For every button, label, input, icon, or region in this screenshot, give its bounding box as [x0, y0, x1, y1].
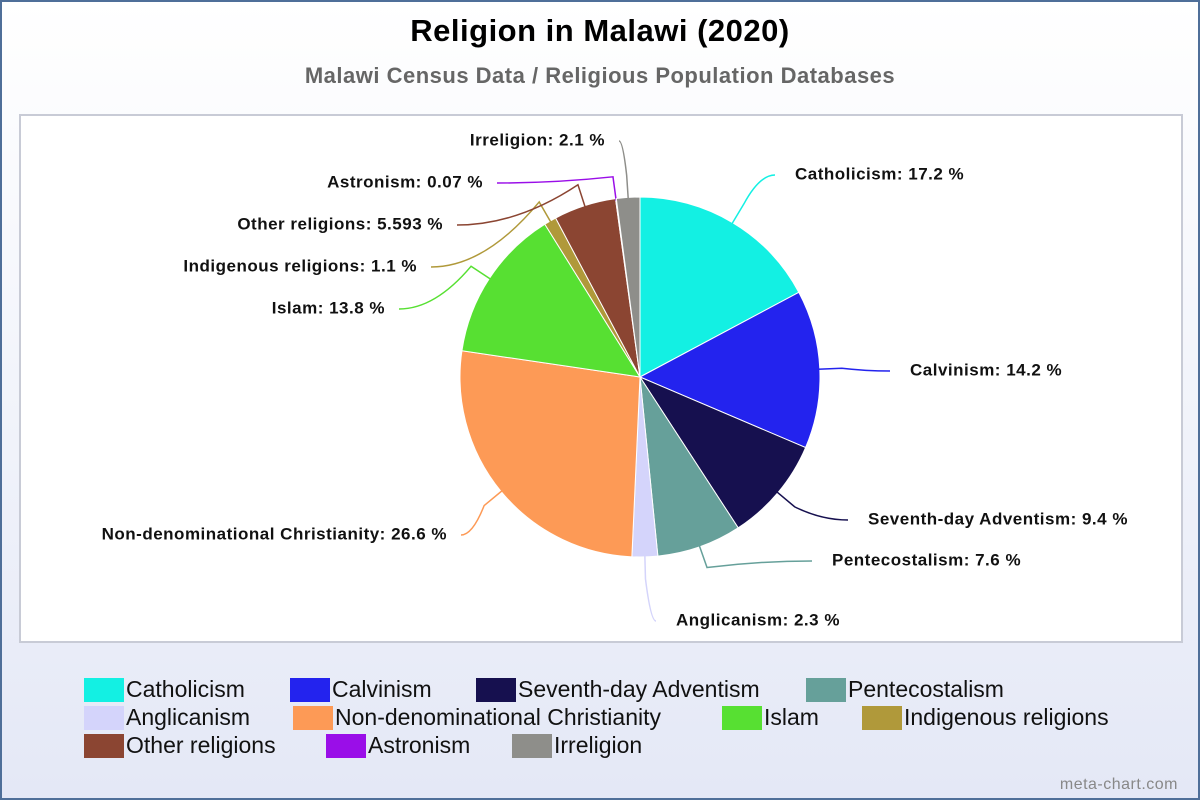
data-label: Indigenous religions: 1.1 % [183, 256, 417, 275]
chart-subtitle: Malawi Census Data / Religious Populatio… [305, 63, 895, 88]
chart-title: Religion in Malawi (2020) [410, 13, 789, 48]
legend-swatch [290, 678, 330, 702]
legend-swatch [84, 678, 124, 702]
leader-line [618, 140, 630, 200]
leader-line [430, 200, 552, 268]
leader-line [644, 554, 657, 622]
legend-swatch [806, 678, 846, 702]
leader-line [817, 367, 891, 372]
legend-label: Calvinism [332, 676, 432, 702]
data-label: Irreligion: 2.1 % [470, 130, 605, 149]
legend-label: Catholicism [126, 676, 245, 702]
legend-swatch [512, 734, 552, 758]
legend-swatch [476, 678, 516, 702]
legend-label: Other religions [126, 732, 276, 758]
legend-label: Astronism [368, 732, 470, 758]
legend-label: Islam [764, 704, 819, 730]
leader-line [496, 175, 617, 201]
leader-line [698, 544, 813, 569]
data-label: Non-denominational Christianity: 26.6 % [102, 524, 447, 543]
legend-swatch [326, 734, 366, 758]
legend-swatch [862, 706, 902, 730]
legend-label: Pentecostalism [848, 676, 1004, 702]
legend-label: Seventh-day Adventism [518, 676, 760, 702]
data-label: Seventh-day Adventism: 9.4 % [868, 509, 1128, 528]
legend-swatch [293, 706, 333, 730]
leader-line [460, 489, 504, 536]
legend-swatch [84, 706, 124, 730]
data-label: Anglicanism: 2.3 % [676, 610, 840, 629]
data-label: Catholicism: 17.2 % [795, 164, 964, 183]
leader-line [398, 265, 492, 310]
data-label: Islam: 13.8 % [272, 298, 385, 317]
legend-label: Irreligion [554, 732, 642, 758]
legend-label: Indigenous religions [904, 704, 1109, 730]
legend-swatch [722, 706, 762, 730]
leader-line [730, 174, 776, 225]
data-label: Calvinism: 14.2 % [910, 360, 1062, 379]
leader-line [775, 490, 849, 521]
data-label: Other religions: 5.593 % [237, 214, 443, 233]
leader-line [456, 183, 587, 226]
watermark: meta-chart.com [1060, 776, 1178, 793]
data-label: Astronism: 0.07 % [327, 172, 483, 191]
data-label: Pentecostalism: 7.6 % [832, 550, 1021, 569]
legend-label: Non-denominational Christianity [335, 704, 661, 730]
legend-swatch [84, 734, 124, 758]
legend-label: Anglicanism [126, 704, 250, 730]
